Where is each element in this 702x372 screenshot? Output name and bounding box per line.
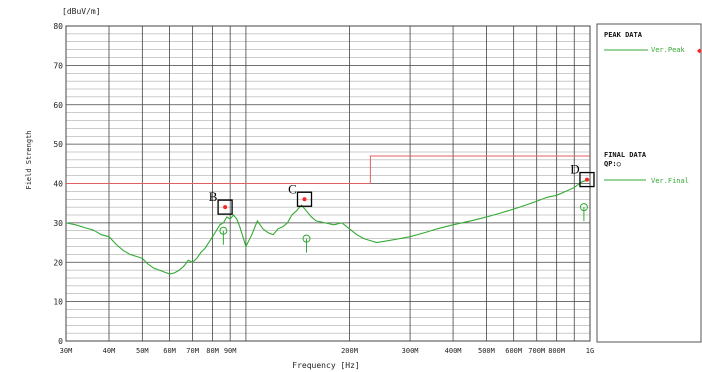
x-tick-label: 800M: [548, 347, 565, 355]
y-tick-labels: 0 10 20 30 40 50 60 70 80: [53, 22, 63, 346]
y-tick-label: 50: [53, 140, 63, 149]
legend-final-label: Ver.Final: [651, 177, 689, 185]
x-tick-label: 40M: [103, 347, 116, 355]
marker-box: [217, 199, 233, 215]
x-tick-label: 70M: [186, 347, 199, 355]
y-tick-label: 30: [53, 219, 63, 228]
marker-box: [296, 191, 313, 207]
x-tick-label: 30M: [60, 347, 73, 355]
y-tick-label: 40: [53, 180, 63, 189]
x-tick-label: 200M: [341, 347, 358, 355]
peak-marker-dot: [302, 197, 307, 202]
x-tick-label: 700M: [528, 347, 545, 355]
x-tick-label: 1G: [586, 347, 594, 355]
x-tick-label: 90M: [224, 347, 237, 355]
x-tick-label: 500M: [478, 347, 495, 355]
legend-final-qp: QP:○: [604, 160, 621, 168]
legend-frame: [596, 23, 702, 343]
x-axis-title: Frequency [Hz]: [292, 361, 359, 370]
y-tick-label: 20: [53, 258, 63, 267]
series-layer: [65, 179, 591, 275]
limit-layer: [66, 155, 590, 184]
marker-label: B: [209, 189, 218, 204]
x-tick-labels: 30M 40M 50M 60M 70M 80M 90M 200M 300M 400M 500M 600…: [60, 347, 595, 355]
x-tick-label: 600M: [505, 347, 522, 355]
legend-panel: PEAK DATA Ver.Peak ◆ FINAL DATA QP:○ Ver…: [596, 23, 702, 343]
y-tick-label: 70: [53, 61, 63, 70]
peak-marker-dot: [223, 205, 228, 210]
peak-series-line: [65, 179, 591, 275]
legend-peak-marker-icon: ◆: [697, 46, 702, 55]
legend-peak-label: Ver.Peak: [651, 46, 686, 54]
marker-layer: B C D: [209, 162, 595, 215]
y-tick-label: 60: [53, 101, 63, 110]
peak-marker-dot: [584, 177, 589, 182]
marker-label: D: [570, 162, 579, 177]
y-unit-label: [dBuV/m]: [62, 7, 101, 16]
limit-line: [66, 155, 590, 184]
x-tick-label: 80M: [206, 347, 219, 355]
x-tick-label: 400M: [445, 347, 462, 355]
marker-label: C: [288, 181, 297, 196]
y-axis-title: Field Strength: [25, 130, 33, 189]
y-tick-label: 0: [58, 337, 63, 346]
y-tick-label: 10: [53, 298, 63, 307]
marker-box: [579, 171, 595, 188]
x-tick-label: 60M: [163, 347, 176, 355]
x-tick-label: 50M: [136, 347, 149, 355]
legend-final-title: FINAL DATA: [604, 151, 647, 159]
y-tick-label: 80: [53, 22, 63, 31]
final-point: [219, 226, 228, 235]
legend-peak-title: PEAK DATA: [604, 31, 643, 39]
x-tick-label: 300M: [402, 347, 419, 355]
final-point: [302, 234, 311, 243]
final-point: [579, 203, 588, 212]
